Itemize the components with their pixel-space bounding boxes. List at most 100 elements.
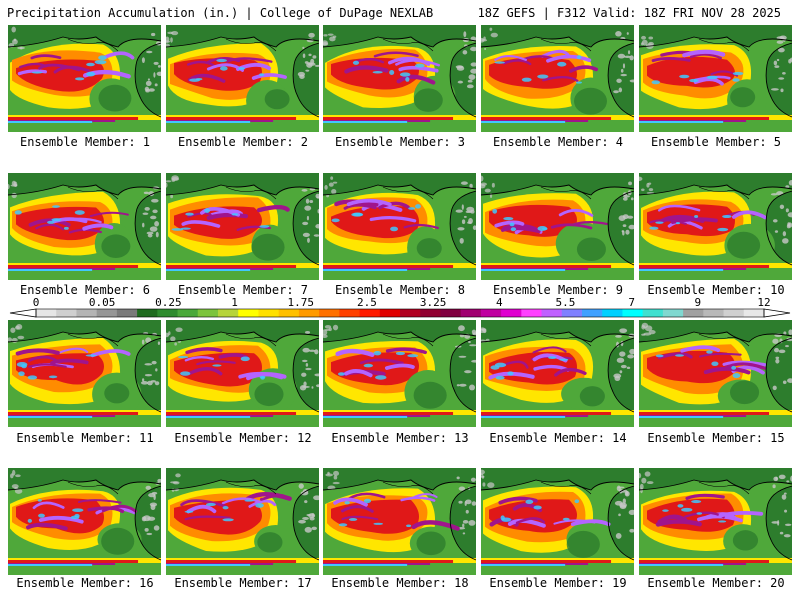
member-map-panel — [639, 173, 792, 280]
precip-map — [8, 25, 161, 132]
colorbar-swatch — [56, 309, 77, 317]
colorbar-swatch — [662, 309, 684, 317]
colorbar: 0 0.05 0.25 1 1.75 2.5 3.25 4 5.5 7 9 12 — [0, 296, 800, 318]
precip-map — [166, 320, 319, 427]
member-map-panel — [639, 25, 792, 132]
colorbar-tick-label: 0.25 — [155, 296, 182, 309]
member-map-panel — [323, 173, 476, 280]
member-map-panel — [166, 25, 319, 132]
colorbar-swatch — [642, 309, 664, 317]
member-map-panel — [323, 320, 476, 427]
colorbar-swatch — [602, 309, 623, 317]
precip-map — [481, 320, 634, 427]
colorbar-swatch — [440, 309, 462, 317]
colorbar-tick-label: 1.75 — [287, 296, 314, 309]
member-caption: Ensemble Member: 16 — [16, 576, 154, 590]
member-map-panel — [8, 468, 161, 575]
member-caption: Ensemble Member: 9 — [492, 283, 624, 297]
colorbar-swatch — [460, 309, 482, 317]
colorbar-swatch — [400, 309, 421, 317]
precip-map — [639, 25, 792, 132]
colorbar-swatch — [622, 309, 644, 317]
run-valid-time: 18Z GEFS | F312 Valid: 18Z FRI NOV 28 20… — [477, 6, 781, 20]
member-caption: Ensemble Member: 11 — [16, 431, 154, 445]
colorbar-swatch — [561, 309, 583, 317]
colorbar-swatch — [501, 309, 522, 317]
precip-map — [481, 25, 634, 132]
colorbar-swatch — [36, 309, 57, 317]
member-caption: Ensemble Member: 10 — [647, 283, 785, 297]
precip-map — [639, 468, 792, 575]
member-caption: Ensemble Member: 19 — [489, 576, 627, 590]
colorbar-swatch — [278, 309, 300, 317]
colorbar-swatch — [116, 309, 138, 317]
member-caption: Ensemble Member: 17 — [174, 576, 312, 590]
member-map-panel — [639, 320, 792, 427]
member-map-panel — [166, 320, 319, 427]
colorbar-swatch — [379, 309, 401, 317]
member-map-panel — [481, 468, 634, 575]
colorbar-tick-label: 0.05 — [88, 296, 116, 309]
colorbar-swatch — [683, 309, 704, 317]
colorbar-tick-label: 1 — [231, 296, 238, 309]
member-caption: Ensemble Member: 1 — [19, 135, 151, 149]
member-map-panel — [8, 320, 161, 427]
colorbar-swatch — [480, 309, 502, 317]
precip-map — [639, 173, 792, 280]
colorbar-swatch — [298, 309, 320, 317]
colorbar-swatch — [541, 309, 563, 317]
colorbar-swatch — [723, 309, 745, 317]
member-caption: Ensemble Member: 5 — [650, 135, 782, 149]
member-caption: Ensemble Member: 12 — [174, 431, 312, 445]
colorbar-tick-label: 0 — [32, 296, 40, 309]
member-map-panel — [166, 173, 319, 280]
colorbar-tick-label: 12 — [757, 296, 771, 309]
member-map-panel — [639, 468, 792, 575]
precip-map — [323, 173, 476, 280]
colorbar-swatch — [582, 309, 603, 317]
colorbar-swatch — [76, 309, 98, 317]
colorbar-bar — [9, 308, 791, 318]
member-caption: Ensemble Member: 13 — [331, 431, 469, 445]
precip-map — [481, 173, 634, 280]
colorbar-swatch — [218, 309, 239, 317]
member-caption: Ensemble Member: 2 — [177, 135, 309, 149]
colorbar-tick-label: 5.5 — [555, 296, 576, 309]
precip-map — [166, 25, 319, 132]
member-caption: Ensemble Member: 7 — [177, 283, 309, 297]
member-caption: Ensemble Member: 3 — [334, 135, 466, 149]
member-map-panel — [8, 173, 161, 280]
colorbar-max-arrow — [763, 308, 791, 318]
member-map-panel — [323, 25, 476, 132]
precip-map — [8, 320, 161, 427]
colorbar-swatch — [177, 309, 199, 317]
colorbar-tick-label: 2.5 — [356, 296, 377, 309]
precip-map — [481, 468, 634, 575]
precip-map — [323, 25, 476, 132]
chart-title: Precipitation Accumulation (in.) | Colle… — [7, 6, 434, 20]
colorbar-swatch — [703, 309, 725, 317]
precip-map — [639, 320, 792, 427]
colorbar-swatch — [157, 309, 179, 317]
precip-map — [166, 468, 319, 575]
member-map-panel — [481, 173, 634, 280]
colorbar-swatch — [339, 309, 361, 317]
member-caption: Ensemble Member: 20 — [647, 576, 785, 590]
member-caption: Ensemble Member: 4 — [492, 135, 624, 149]
colorbar-swatch — [521, 309, 543, 317]
precip-map — [8, 173, 161, 280]
member-caption: Ensemble Member: 6 — [19, 283, 151, 297]
precip-map — [323, 468, 476, 575]
colorbar-swatch — [96, 309, 118, 317]
colorbar-swatch — [420, 309, 441, 317]
colorbar-swatch — [197, 309, 219, 317]
colorbar-tick-label: 4 — [495, 296, 503, 309]
member-map-panel — [481, 320, 634, 427]
member-map-panel — [166, 468, 319, 575]
colorbar-swatch — [238, 309, 259, 317]
precip-map — [8, 468, 161, 575]
member-caption: Ensemble Member: 18 — [331, 576, 469, 590]
member-map-panel — [481, 25, 634, 132]
member-caption: Ensemble Member: 14 — [489, 431, 627, 445]
